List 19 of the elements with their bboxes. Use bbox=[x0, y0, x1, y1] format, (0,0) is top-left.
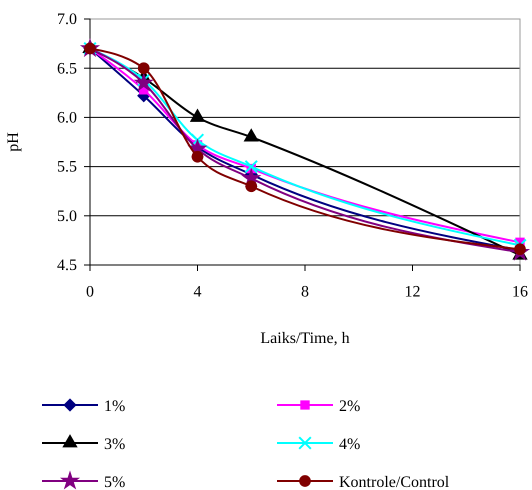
x-tick-label: 12 bbox=[404, 283, 420, 300]
legend-label: 1% bbox=[104, 398, 126, 415]
x-tick-label: 8 bbox=[301, 283, 309, 300]
legend-label: 3% bbox=[104, 436, 126, 453]
y-tick-label: 4.5 bbox=[57, 257, 77, 274]
x-tick-label: 4 bbox=[194, 283, 202, 300]
legend-label: 2% bbox=[339, 398, 360, 415]
y-axis-title: pH bbox=[5, 132, 22, 152]
legend-label: 5% bbox=[104, 474, 126, 490]
y-tick-label: 7.0 bbox=[57, 11, 77, 28]
x-tick-label: 0 bbox=[86, 283, 94, 300]
x-tick-label: 16 bbox=[512, 283, 528, 300]
x-axis-title: Laiks/Time, h bbox=[260, 330, 350, 347]
y-tick-label: 6.5 bbox=[57, 60, 77, 78]
legend-label: 4% bbox=[339, 436, 360, 453]
legend-label: Kontrole/Control bbox=[339, 474, 450, 490]
y-tick-label: 6.0 bbox=[57, 110, 77, 127]
y-tick-label: 5.5 bbox=[57, 158, 77, 176]
y-tick-label: 5.0 bbox=[57, 208, 77, 225]
